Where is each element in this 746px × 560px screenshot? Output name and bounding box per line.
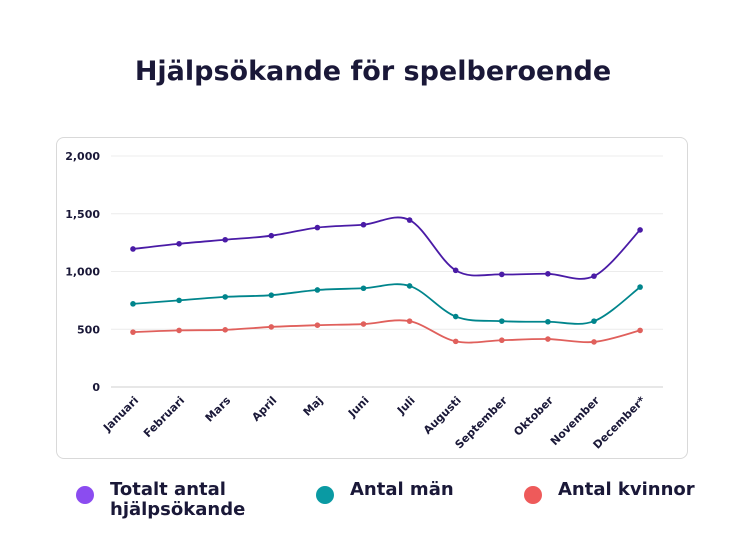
data-point [499,318,505,324]
legend-item-women: Antal kvinnor [524,480,695,504]
data-point [268,324,275,330]
data-point [130,246,136,252]
series-line [132,319,641,344]
data-point [176,327,182,334]
data-point [637,284,643,290]
data-point [452,313,459,320]
data-point [130,329,136,335]
legend-label: Antal män [350,479,454,500]
x-tick-label: Juli [394,394,418,418]
data-point [176,297,182,304]
data-point [545,336,551,342]
data-point [360,321,367,327]
data-point [406,283,413,289]
data-point [314,322,321,329]
x-tick-label: Juni [345,394,372,421]
data-point [406,217,413,223]
series-line [132,283,641,325]
legend-dot-icon [76,486,94,504]
legend: Totalt antal hjälpsökande Antal män Anta… [0,480,746,540]
page-title: Hjälpsökande för spelberoende [134,56,612,87]
data-point [591,318,597,324]
x-tick-label: April [249,394,279,424]
data-point [360,285,367,292]
data-point [314,287,321,293]
data-point [268,292,275,298]
series-line [132,216,641,280]
legend-label: Antal kvinnor [558,479,695,500]
legend-dot-icon [524,486,542,504]
data-point [222,327,228,333]
x-tick-label: Januari [100,394,141,435]
y-tick-label: 1,000 [65,266,100,279]
data-point [499,271,505,278]
y-tick-label: 1,500 [65,208,100,221]
data-point [637,227,643,233]
data-point [268,232,275,239]
legend-item-total: Totalt antal hjälpsökande [76,480,260,520]
legend-label: Totalt antal hjälpsökande [110,479,246,520]
data-point [130,301,136,307]
data-point [591,339,597,345]
data-point [545,271,551,277]
data-point [176,240,182,247]
chart-card: 0 500 1,000 1,500 2,000 Januari Februari Mars Ap… [56,137,688,459]
legend-item-men: Antal män [316,480,454,504]
y-tick-label: 2,000 [65,150,100,163]
data-point [360,221,367,228]
y-tick-label: 0 [92,381,100,394]
x-tick-label: Maj [301,394,326,419]
data-point [314,224,321,231]
x-tick-label: Mars [203,394,234,425]
x-tick-label: Augusti [421,394,464,437]
data-point [499,337,505,344]
legend-dot-icon [316,486,334,504]
data-point [545,318,551,325]
data-point [452,267,459,274]
data-point [591,273,597,279]
data-point [637,327,643,334]
x-tick-label: Februari [141,394,187,440]
x-tick-label: Oktober [511,394,556,439]
data-point [222,236,228,243]
y-tick-label: 500 [77,323,100,336]
data-point [452,338,459,345]
line-chart: 0 500 1,000 1,500 2,000 Januari Februari Mars Ap… [65,150,663,452]
data-point [406,318,413,324]
data-point [222,294,228,300]
